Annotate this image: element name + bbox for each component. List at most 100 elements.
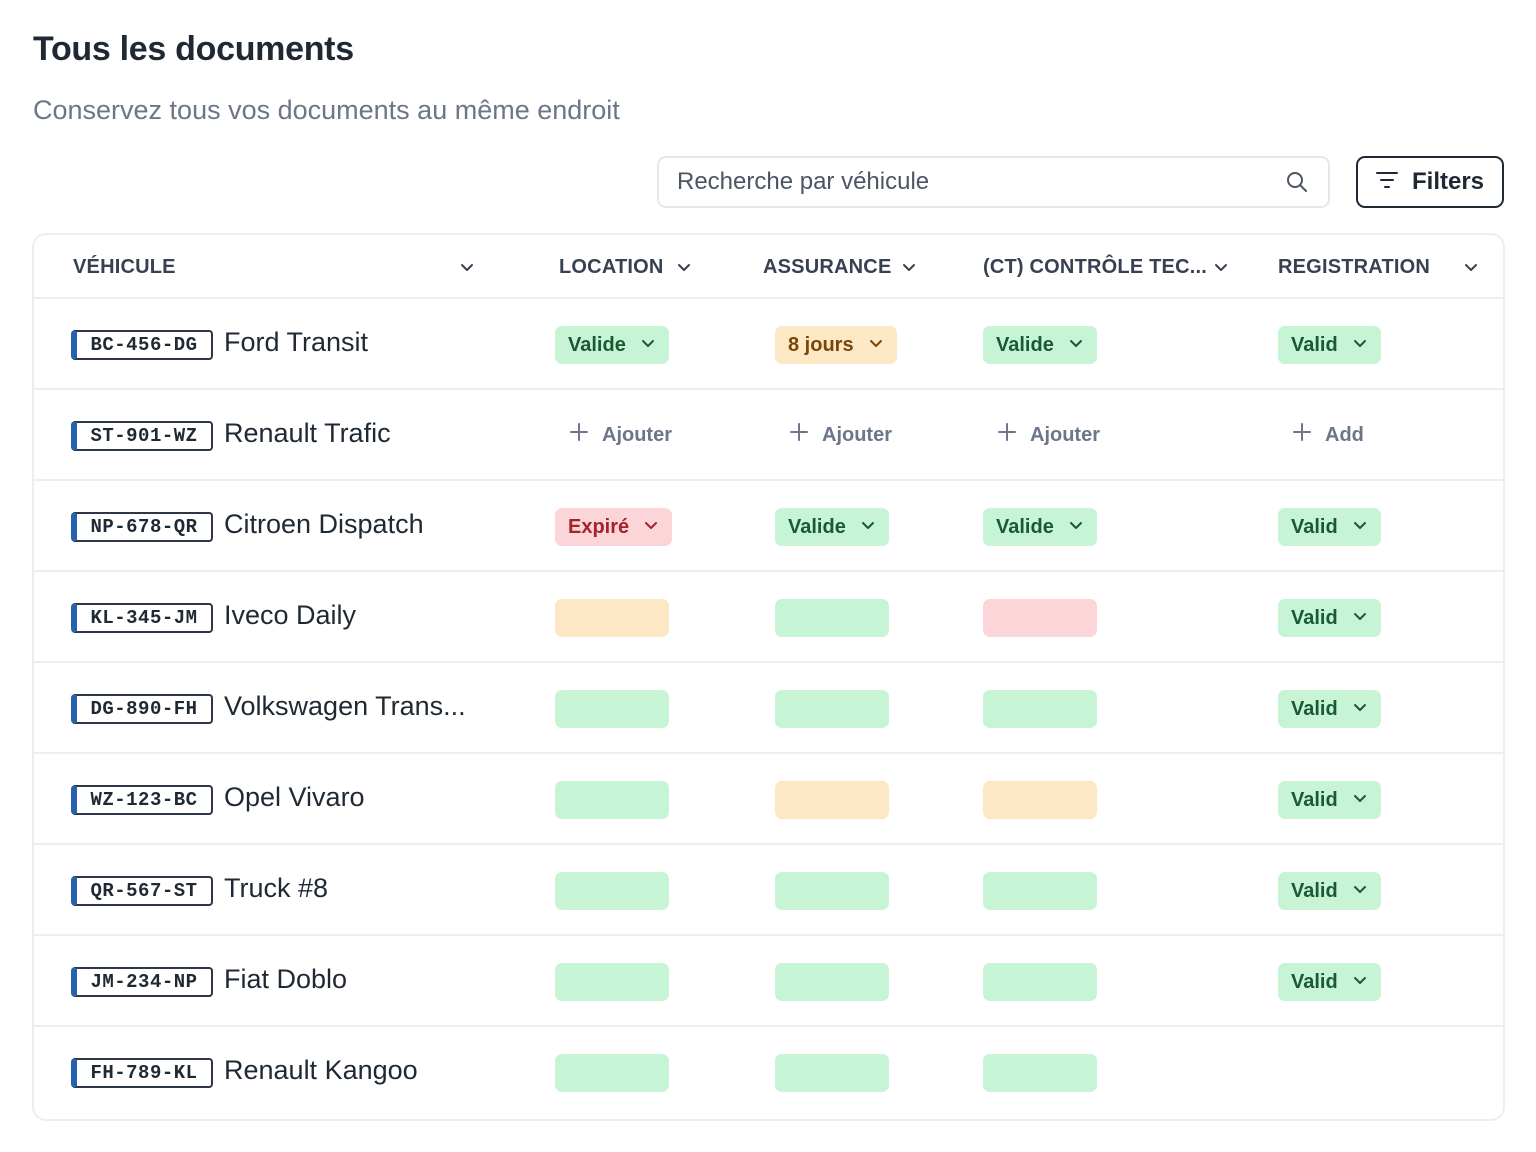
chevron-down-icon[interactable] — [1463, 258, 1479, 281]
filters-label: Filters — [1411, 168, 1485, 195]
table-row[interactable]: BC-456-DG Ford Transit Valide 8 jours Valide… — [34, 299, 1503, 390]
status-badge[interactable]: Expiré — [555, 508, 673, 546]
vehicle-name[interactable]: Renault Trafic — [224, 418, 391, 448]
status-label: Valid — [1291, 515, 1338, 538]
table-row[interactable]: KL-345-JM Iveco Daily Valid — [34, 572, 1503, 663]
chevron-down-icon[interactable] — [459, 258, 475, 281]
chevron-down-icon — [1352, 880, 1368, 903]
table-row[interactable]: FH-789-KL Renault Kangoo — [34, 1027, 1503, 1118]
table-row[interactable]: JM-234-NP Fiat Doblo Valid — [34, 936, 1503, 1027]
license-plate: QR-567-ST — [71, 876, 213, 906]
page-title: Tous les documents — [33, 30, 354, 68]
page-subtitle: Conservez tous vos documents au même end… — [33, 95, 620, 125]
add-label: Ajouter — [1030, 423, 1100, 446]
status-badge[interactable]: Valid — [1278, 599, 1381, 637]
status-badge-placeholder[interactable] — [555, 872, 669, 910]
column-header-label: (CT) CONTRÔLE TEC... — [983, 255, 1207, 278]
status-badge-placeholder[interactable] — [983, 1054, 1097, 1092]
status-label: Valide — [996, 333, 1054, 356]
status-badge-placeholder[interactable] — [555, 1054, 669, 1092]
vehicle-name[interactable]: Truck #8 — [224, 873, 329, 903]
table-row[interactable]: DG-890-FH Volkswagen Trans... Valid — [34, 663, 1503, 754]
add-document-button[interactable]: Add — [1293, 423, 1364, 447]
status-badge[interactable]: Valide — [983, 508, 1097, 546]
status-badge[interactable]: Valid — [1278, 872, 1381, 910]
status-badge[interactable]: Valide — [555, 326, 669, 364]
status-badge[interactable]: Valid — [1278, 690, 1381, 728]
vehicle-name[interactable]: Iveco Daily — [224, 600, 357, 630]
status-badge-placeholder[interactable] — [983, 781, 1097, 819]
status-badge-placeholder[interactable] — [775, 872, 889, 910]
chevron-down-icon — [1068, 516, 1084, 539]
status-badge[interactable]: Valide — [983, 326, 1097, 364]
status-badge-placeholder[interactable] — [983, 599, 1097, 637]
table-row[interactable]: QR-567-ST Truck #8 Valid — [34, 845, 1503, 936]
vehicle-name[interactable]: Opel Vivaro — [224, 782, 365, 812]
status-badge-placeholder[interactable] — [983, 872, 1097, 910]
chevron-down-icon — [1352, 516, 1368, 539]
status-badge-placeholder[interactable] — [555, 599, 669, 637]
vehicle-name[interactable]: Citroen Dispatch — [224, 509, 424, 539]
chevron-down-icon — [860, 516, 876, 539]
table-row[interactable]: WZ-123-BC Opel Vivaro Valid — [34, 754, 1503, 845]
status-badge-placeholder[interactable] — [775, 1054, 889, 1092]
vehicle-name[interactable]: Renault Kangoo — [224, 1055, 418, 1085]
filters-button[interactable]: Filters — [1356, 156, 1504, 208]
status-badge-placeholder[interactable] — [555, 781, 669, 819]
column-header-location[interactable]: LOCATION — [559, 235, 699, 299]
status-label: Valid — [1291, 970, 1338, 993]
status-badge-placeholder[interactable] — [555, 963, 669, 1001]
column-header-label: ASSURANCE — [763, 255, 892, 278]
status-badge-placeholder[interactable] — [775, 781, 889, 819]
column-header-assurance[interactable]: ASSURANCE — [763, 235, 923, 299]
column-header-ct[interactable]: (CT) CONTRÔLE TEC... — [983, 235, 1233, 299]
status-badge-placeholder[interactable] — [775, 599, 889, 637]
vehicle-name[interactable]: Volkswagen Trans... — [224, 691, 466, 721]
vehicle-name[interactable]: Fiat Doblo — [224, 964, 348, 994]
status-badge-placeholder[interactable] — [983, 690, 1097, 728]
chevron-down-icon — [1352, 698, 1368, 721]
plus-icon — [570, 423, 588, 447]
license-plate: FH-789-KL — [71, 1058, 213, 1088]
status-badge-placeholder[interactable] — [555, 690, 669, 728]
filter-icon — [1375, 168, 1398, 196]
add-label: Ajouter — [602, 423, 672, 446]
status-badge[interactable]: Valid — [1278, 781, 1381, 819]
chevron-down-icon — [640, 334, 656, 357]
license-plate: DG-890-FH — [71, 694, 213, 724]
status-badge-placeholder[interactable] — [775, 690, 889, 728]
status-label: Valid — [1291, 879, 1338, 902]
status-label: Valid — [1291, 333, 1338, 356]
add-document-button[interactable]: Ajouter — [998, 423, 1100, 447]
plus-icon — [790, 423, 808, 447]
chevron-down-icon — [1352, 607, 1368, 630]
table-header: VÉHICULE LOCATION ASSURANCE (CT) CONTRÔL… — [34, 235, 1503, 299]
chevron-down-icon — [868, 334, 884, 357]
chevron-down-icon[interactable] — [676, 258, 692, 281]
chevron-down-icon[interactable] — [1213, 258, 1229, 281]
add-label: Add — [1325, 423, 1364, 446]
column-header-registration[interactable]: REGISTRATION — [1278, 235, 1488, 299]
license-plate: KL-345-JM — [71, 603, 213, 633]
add-document-button[interactable]: Ajouter — [790, 423, 892, 447]
search-input[interactable] — [677, 168, 1284, 196]
search-box[interactable] — [657, 156, 1330, 208]
chevron-down-icon[interactable] — [901, 258, 917, 281]
search-icon[interactable] — [1284, 169, 1310, 195]
status-label: Expiré — [568, 515, 630, 538]
status-label: Valid — [1291, 697, 1338, 720]
table-row[interactable]: ST-901-WZ Renault Trafic Ajouter Ajouter Ajo… — [34, 390, 1503, 481]
status-badge[interactable]: Valid — [1278, 326, 1381, 364]
column-header-vehicle[interactable]: VÉHICULE — [73, 235, 478, 299]
license-plate: NP-678-QR — [71, 512, 213, 542]
table-row[interactable]: NP-678-QR Citroen Dispatch Expiré Valide Val… — [34, 481, 1503, 572]
status-badge-placeholder[interactable] — [775, 963, 889, 1001]
status-badge[interactable]: Valid — [1278, 508, 1381, 546]
status-badge[interactable]: 8 jours — [775, 326, 897, 364]
status-badge[interactable]: Valide — [775, 508, 889, 546]
status-badge-placeholder[interactable] — [983, 963, 1097, 1001]
vehicle-name[interactable]: Ford Transit — [224, 327, 369, 357]
column-header-label: VÉHICULE — [73, 255, 176, 278]
add-document-button[interactable]: Ajouter — [570, 423, 672, 447]
status-badge[interactable]: Valid — [1278, 963, 1381, 1001]
